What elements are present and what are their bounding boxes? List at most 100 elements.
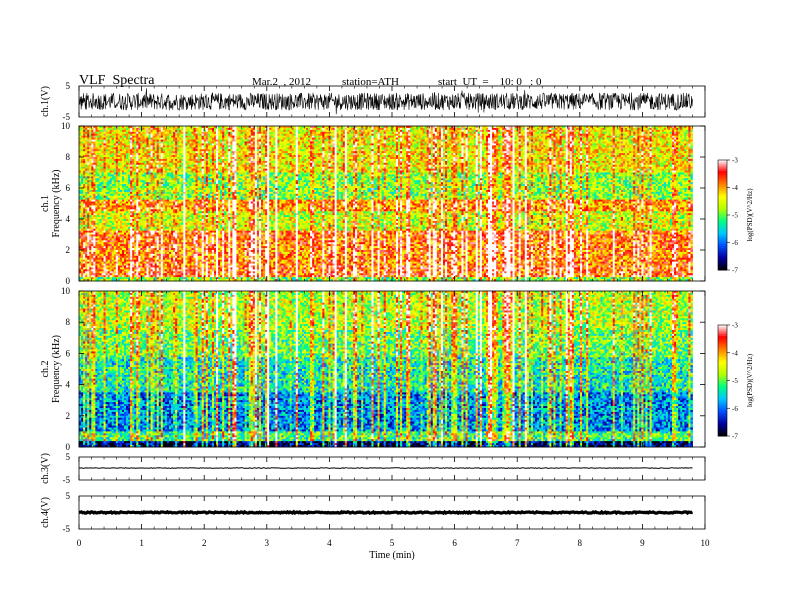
colorbar-cell — [718, 246, 727, 249]
colorbar-tick-label: -6 — [732, 239, 738, 247]
y-tick-label: 0 — [66, 442, 71, 452]
colorbar-cell — [718, 213, 727, 216]
colorbar-cell — [718, 358, 727, 361]
colorbar-cell — [718, 183, 727, 187]
colorbar-cell — [718, 240, 727, 243]
waveform-ch4 — [78, 509, 694, 516]
x-tick-label: 10 — [701, 538, 711, 548]
chart-title: VLF Spectra — [79, 73, 154, 89]
colorbar-tick-label: -4 — [732, 184, 738, 192]
colorbar-cell — [718, 198, 727, 201]
colorbar-label: log(PSD)(V^2/Hz) — [746, 353, 754, 407]
colorbar-cell — [718, 393, 727, 396]
colorbar-cell — [718, 373, 727, 376]
start-time-label: start UT = 10: 0 : 0 — [438, 76, 541, 88]
y-tick-label: 5 — [66, 81, 71, 91]
x-tick-label: 1 — [139, 538, 144, 548]
colorbar-cell — [718, 332, 727, 335]
colorbar-ch2 — [717, 324, 730, 437]
colorbar-cell — [718, 387, 727, 391]
colorbar-cell — [718, 200, 727, 203]
y-tick-label: 4 — [66, 214, 71, 224]
colorbar-cell — [718, 402, 727, 406]
colorbar-cell — [718, 376, 727, 380]
colorbar-cell — [718, 330, 727, 333]
colorbar-cell — [718, 257, 727, 260]
frequency-axis-label: Frequency (kHz) — [51, 335, 62, 403]
colorbar-cell — [718, 205, 727, 209]
colorbar-cell — [718, 430, 727, 433]
colorbar-cell — [718, 350, 727, 354]
colorbar-cell — [718, 415, 727, 418]
colorbar-cell — [718, 365, 727, 369]
colorbar-cell — [718, 248, 727, 251]
colorbar-cell — [718, 266, 727, 269]
colorbar-tick-label: -3 — [732, 157, 738, 165]
colorbar-ch1 — [717, 159, 730, 271]
colorbar-cell — [718, 413, 727, 417]
colorbar-cell — [718, 187, 727, 190]
y-tick-label: 10 — [61, 121, 71, 131]
colorbar-cell — [718, 262, 727, 265]
colorbar-cell — [718, 244, 727, 247]
panel-label-ch3: ch.3(V) — [40, 453, 51, 484]
y-tick-label: -5 — [63, 112, 71, 122]
colorbar-cell — [718, 395, 727, 398]
colorbar-cell — [718, 174, 727, 177]
colorbar-cell — [718, 172, 727, 176]
colorbar-cell — [718, 389, 727, 393]
colorbar-cell — [718, 371, 727, 374]
colorbar-cell — [718, 341, 727, 344]
panel-label-ch1: ch.1 — [40, 195, 51, 212]
x-ticks-0 — [78, 86, 706, 117]
colorbar-cell — [718, 169, 727, 172]
y-tick-label: -5 — [63, 524, 71, 534]
colorbar-cell — [718, 434, 727, 437]
colorbar-cell — [718, 238, 727, 242]
colorbar-cell — [718, 264, 727, 267]
colorbar-cell — [718, 352, 727, 356]
colorbar-cell — [718, 423, 727, 426]
colorbar-cell — [718, 259, 727, 262]
colorbar-tick-label: -5 — [732, 377, 738, 385]
panel-label-ch4: ch.4(V) — [40, 497, 51, 528]
colorbar-cell — [718, 233, 727, 236]
colorbar-cell — [718, 328, 727, 332]
colorbar-cell — [718, 404, 727, 407]
y-tick-label: 2 — [66, 245, 71, 255]
colorbar-cell — [718, 231, 727, 234]
colorbar-cell — [718, 180, 727, 183]
colorbar-cell — [718, 207, 727, 210]
colorbar-cell — [718, 432, 727, 435]
y-tick-label: 5 — [66, 452, 71, 462]
colorbar-cell — [718, 251, 727, 254]
colorbar-cell — [718, 268, 727, 271]
colorbar-cell — [718, 334, 727, 337]
colorbar-cell — [718, 378, 727, 381]
x-tick-label: 3 — [265, 538, 270, 548]
colorbar-cell — [718, 237, 727, 240]
colorbar-cell — [718, 215, 727, 218]
colorbar-cell — [718, 163, 727, 166]
frequency-axis-label: Frequency (kHz) — [51, 169, 62, 237]
y-tick-label: 0 — [66, 276, 71, 286]
colorbar-tick-label: -5 — [732, 212, 738, 220]
colorbar-cell — [718, 182, 727, 185]
x-tick-label: 8 — [578, 538, 583, 548]
x-ticks-4 — [78, 496, 706, 529]
colorbar-cell — [718, 202, 727, 205]
colorbar-cell — [718, 356, 727, 359]
colorbar-cell — [718, 224, 727, 227]
y-tick-label: 2 — [66, 411, 71, 421]
colorbar-cell — [718, 386, 727, 389]
colorbar-cell — [718, 397, 727, 400]
colorbar-cell — [718, 391, 727, 394]
panel-label-ch2: ch.2 — [40, 361, 51, 378]
colorbar-cell — [718, 260, 727, 264]
colorbar-cell — [718, 421, 727, 424]
colorbar-cell — [718, 337, 727, 341]
x-tick-label: 9 — [640, 538, 645, 548]
colorbar-cell — [718, 326, 727, 330]
y-tick-label: 6 — [66, 348, 71, 358]
y-tick-label: 10 — [61, 286, 71, 296]
